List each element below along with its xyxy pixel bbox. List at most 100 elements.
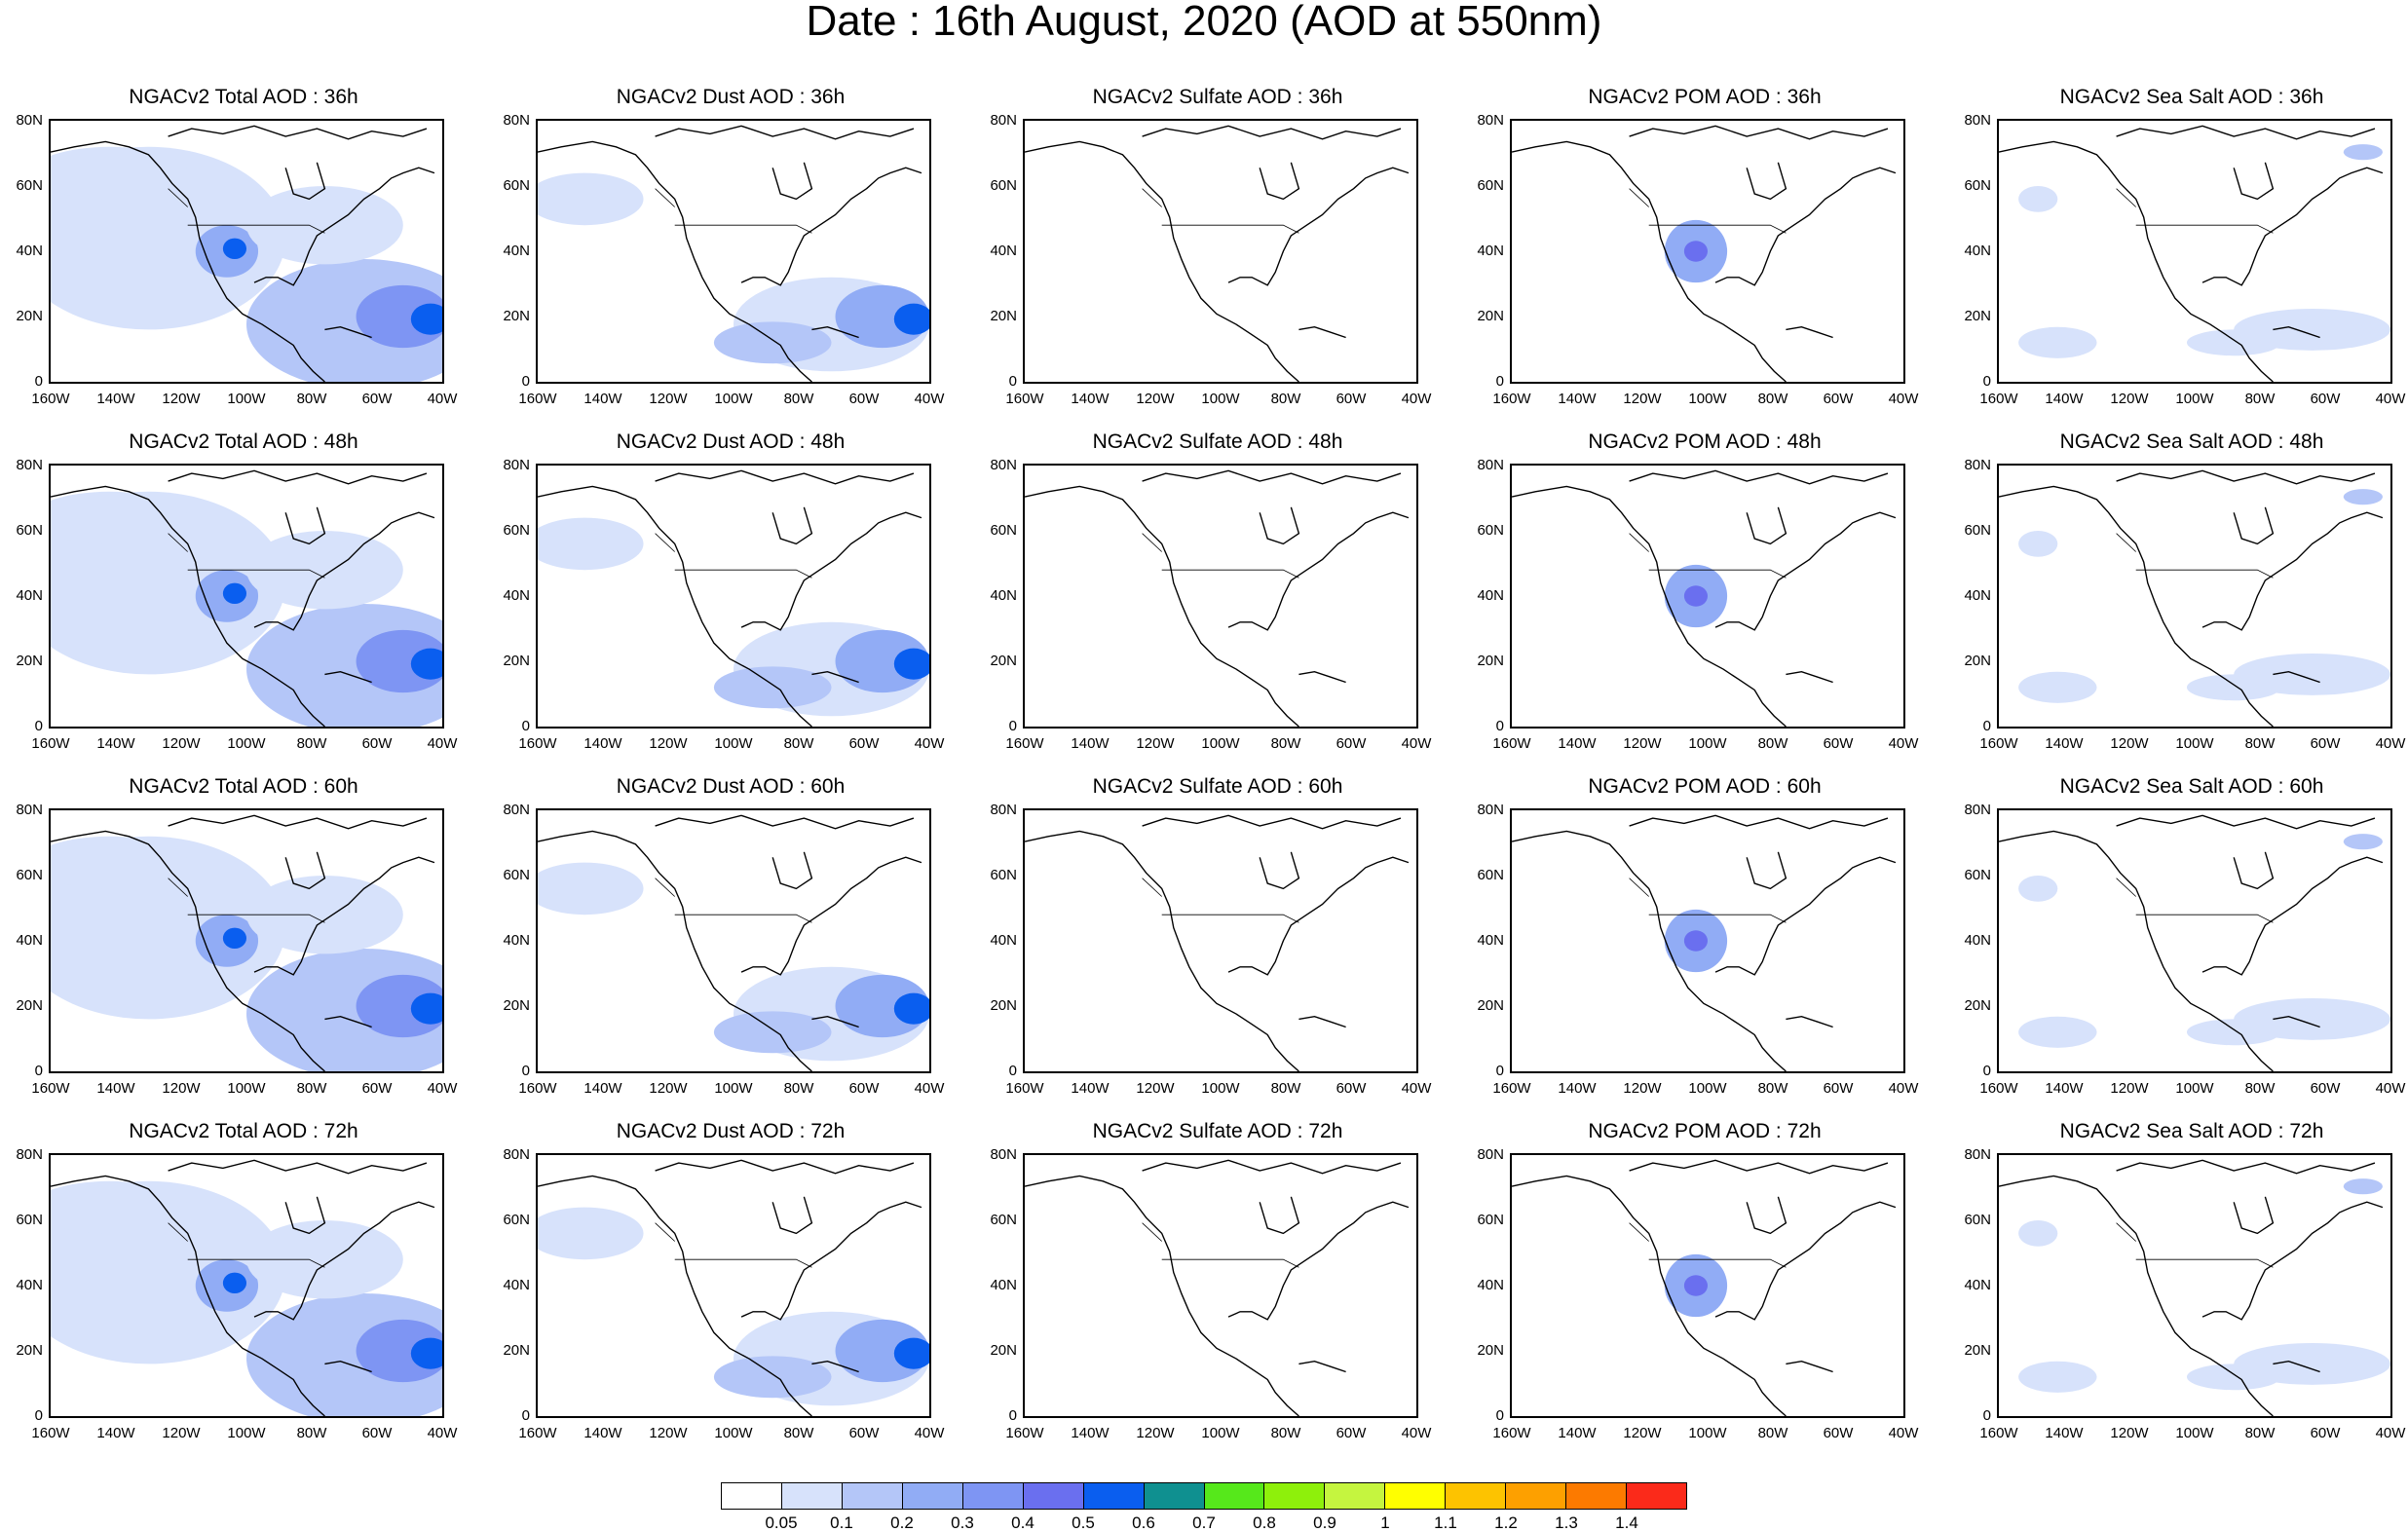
lon-tick-label: 80W <box>783 1080 814 1097</box>
aod-field-map <box>538 125 929 382</box>
lat-tick-label: 0 <box>34 1407 43 1424</box>
lat-tick-label: 80N <box>1964 1146 1991 1163</box>
lat-tick-label: 20N <box>990 308 1017 324</box>
lon-tick-label: 100W <box>2175 391 2214 407</box>
lat-tick-label: 20N <box>1964 997 1991 1014</box>
lat-tick-label: 40N <box>990 587 1017 604</box>
lat-tick-label: 80N <box>16 1146 43 1163</box>
lon-tick-label: 100W <box>227 391 266 407</box>
lat-tick-label: 20N <box>990 1342 1017 1359</box>
map-panel: NGACv2 Total AOD : 48h 80N 60N 40N 20N 0 160W 1… <box>0 430 487 773</box>
map-frame <box>49 119 444 384</box>
lat-tick-label: 20N <box>990 653 1017 669</box>
lat-tick-label: 20N <box>1964 308 1991 324</box>
lon-tick-label: 60W <box>2310 391 2341 407</box>
colorbar-label: 0.7 <box>1192 1513 1216 1532</box>
lon-tick-label: 120W <box>2110 1425 2149 1441</box>
aod-blob <box>2343 834 2383 850</box>
aod-blob <box>246 531 403 610</box>
lat-tick-label: 20N <box>1964 1342 1991 1359</box>
map-frame <box>49 808 444 1073</box>
lat-tick-label: 80N <box>503 802 530 818</box>
map-frame <box>1510 1153 1905 1418</box>
lon-tick-label: 120W <box>1136 1425 1175 1441</box>
lon-tick-label: 100W <box>1688 1080 1727 1097</box>
map-frame <box>1023 808 1418 1073</box>
lon-tick-label: 100W <box>714 735 753 752</box>
panel-title: NGACv2 POM AOD : 36h <box>1588 86 1822 108</box>
lon-tick-label: 140W <box>96 1425 135 1441</box>
lon-tick-label: 40W <box>2375 735 2406 752</box>
aod-blob <box>538 172 644 226</box>
lon-tick-label: 80W <box>783 391 814 407</box>
lon-tick-label: 140W <box>1558 1425 1597 1441</box>
aod-blob <box>713 321 832 364</box>
lon-tick-label: 140W <box>2045 735 2084 752</box>
lat-tick-label: 60N <box>16 522 43 539</box>
lon-tick-label: 160W <box>1979 735 2018 752</box>
lon-tick-label: 160W <box>518 391 557 407</box>
lat-tick-label: 60N <box>16 867 43 883</box>
colorbar-label: 1.4 <box>1615 1513 1638 1532</box>
lat-tick-label: 80N <box>990 802 1017 818</box>
lat-tick-label: 0 <box>1008 718 1017 734</box>
lon-tick-label: 100W <box>1201 1425 1240 1441</box>
map-frame <box>49 1153 444 1418</box>
lon-tick-label: 80W <box>296 1080 327 1097</box>
lat-tick-label: 80N <box>503 457 530 473</box>
aod-blob <box>893 303 929 335</box>
colorbar-labels: 0.05 0.1 0.2 0.3 0.4 0.5 0.6 0.7 0.8 0.9 1 1.1 1.2 1.… <box>721 1514 1687 1532</box>
aod-field-map <box>1999 814 2390 1071</box>
colorbar-label: 1.3 <box>1555 1513 1578 1532</box>
lon-tick-label: 60W <box>1823 735 1854 752</box>
colorbar-swatch <box>1627 1483 1686 1509</box>
lon-tick-label: 140W <box>1071 1425 1110 1441</box>
lon-tick-label: 60W <box>361 391 393 407</box>
aod-blob <box>538 862 644 915</box>
lon-tick-label: 60W <box>361 1080 393 1097</box>
lat-tick-label: 40N <box>1964 243 1991 259</box>
lat-tick-label: 60N <box>16 1212 43 1228</box>
lat-tick-label: 80N <box>1477 802 1504 818</box>
aod-field-map <box>1999 1159 2390 1416</box>
panel-title: NGACv2 Sulfate AOD : 36h <box>1092 86 1343 108</box>
lon-tick-label: 80W <box>2244 1080 2276 1097</box>
lon-tick-label: 120W <box>1136 391 1175 407</box>
lon-tick-label: 60W <box>1336 1080 1367 1097</box>
map-panel: NGACv2 Sea Salt AOD : 72h 80N 60N 40N 20N 0 16… <box>1948 1120 2408 1463</box>
colorbar-swatch <box>1506 1483 1567 1509</box>
lat-tick-label: 80N <box>16 112 43 129</box>
colorbar-label: 0.1 <box>830 1513 853 1532</box>
map-frame <box>536 808 931 1073</box>
map-frame <box>1997 119 2392 384</box>
panel-title: NGACv2 Sulfate AOD : 72h <box>1092 1120 1343 1142</box>
aod-blob <box>713 666 832 709</box>
lat-tick-label: 60N <box>503 867 530 883</box>
lat-tick-label: 20N <box>16 1342 43 1359</box>
lon-tick-label: 80W <box>2244 391 2276 407</box>
colorbar-swatch <box>1023 1483 1084 1509</box>
panel-title: NGACv2 Sea Salt AOD : 36h <box>2059 86 2324 108</box>
lon-tick-label: 80W <box>1270 735 1301 752</box>
aod-field-map <box>1025 1159 1410 1416</box>
lat-tick-label: 60N <box>990 867 1017 883</box>
colorbar-swatch <box>1446 1483 1507 1509</box>
aod-blob <box>2186 1364 2281 1391</box>
lat-tick-label: 60N <box>1477 1212 1504 1228</box>
lon-tick-label: 100W <box>227 735 266 752</box>
panel-title: NGACv2 Total AOD : 48h <box>129 430 358 453</box>
aod-blob <box>222 1272 247 1294</box>
lat-tick-label: 0 <box>521 373 530 390</box>
map-frame <box>1023 119 1418 384</box>
lat-tick-label: 40N <box>503 243 530 259</box>
aod-blob <box>713 1356 832 1399</box>
map-panel: NGACv2 Dust AOD : 36h 80N 60N 40N 20N 0 160W 14… <box>487 86 974 429</box>
aod-blob <box>2018 531 2058 557</box>
map-panel: NGACv2 Sulfate AOD : 36h 80N 60N 40N 20N 0 160… <box>974 86 1461 429</box>
map-panel: NGACv2 Sea Salt AOD : 48h 80N 60N 40N 20N 0 16… <box>1948 430 2408 773</box>
lon-tick-label: 60W <box>361 1425 393 1441</box>
aod-blob <box>1683 1275 1708 1296</box>
aod-blob <box>2186 674 2281 701</box>
lat-tick-label: 20N <box>1477 997 1504 1014</box>
lat-tick-label: 40N <box>1964 587 1991 604</box>
